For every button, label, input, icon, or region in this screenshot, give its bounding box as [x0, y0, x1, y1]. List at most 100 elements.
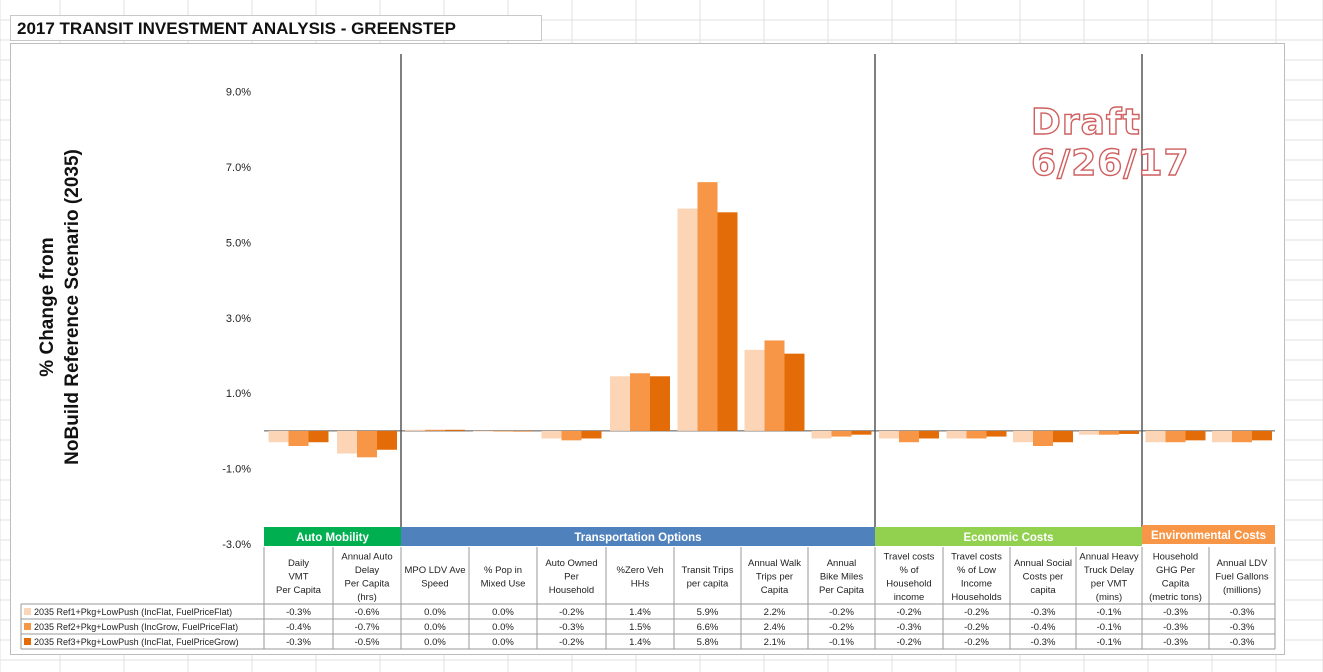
table-value-cell: -0.3%: [1163, 622, 1188, 633]
bar-series-3: [718, 212, 738, 431]
table-value-cell: -0.3%: [286, 637, 311, 648]
bar-series-1: [473, 431, 493, 432]
table-value-cell: 1.5%: [629, 622, 651, 633]
table-value-cell: 0.0%: [424, 607, 446, 618]
bar-series-2: [899, 431, 919, 442]
y-tick-label: -3.0%: [222, 539, 251, 551]
y-axis-label-line-2: NoBuild Reference Scenario (2035): [60, 92, 85, 522]
table-value-cell: 2.1%: [764, 637, 786, 648]
bar-series-1: [1212, 431, 1232, 442]
table-value-cell: 1.4%: [629, 637, 651, 648]
bar-series-2: [967, 431, 987, 439]
table-value-cell: -0.4%: [286, 622, 311, 633]
bar-series-1: [678, 209, 698, 431]
table-value-cell: 2.2%: [764, 607, 786, 618]
y-axis-label: % Change from NoBuild Reference Scenario…: [15, 92, 105, 522]
bar-series-1: [1079, 431, 1099, 435]
table-value-cell: 1.4%: [629, 607, 651, 618]
table-value-cell: -0.3%: [897, 622, 922, 633]
bar-series-3: [1252, 431, 1272, 440]
bar-series-3: [377, 431, 397, 450]
table-value-cell: 0.0%: [492, 622, 514, 633]
table-value-cell: -0.2%: [897, 607, 922, 618]
bar-series-3: [785, 354, 805, 431]
bar-series-2: [1033, 431, 1053, 446]
bar-series-1: [812, 431, 832, 439]
bar-series-2: [765, 340, 785, 430]
category-label: Travel costs% of Low Income Households: [951, 551, 1002, 603]
category-label: Annual Auto Delay Per Capita (hrs): [341, 551, 392, 603]
bar-series-2: [562, 431, 582, 440]
bar-series-2: [1099, 431, 1119, 435]
bar-series-2: [493, 431, 513, 432]
group-header-label: Transportation Options: [574, 532, 701, 544]
y-tick-label: 3.0%: [226, 313, 251, 325]
bar-series-3: [445, 430, 465, 431]
group-header-label: Environmental Costs: [1151, 530, 1266, 542]
bar-series-3: [852, 431, 872, 435]
bar-series-3: [919, 431, 939, 439]
table-value-cell: -0.1%: [1097, 622, 1122, 633]
bar-series-2: [698, 182, 718, 431]
page-title: 2017 TRANSIT INVESTMENT ANALYSIS - GREEN…: [10, 15, 542, 41]
category-label: MPO LDV Ave Speed: [404, 565, 465, 590]
bar-series-1: [879, 431, 899, 439]
y-tick-label: 7.0%: [226, 162, 251, 174]
category-label: Annual Walk Trips per Capita: [748, 558, 801, 596]
table-value-cell: 0.0%: [424, 622, 446, 633]
bar-series-2: [832, 431, 852, 437]
bar-series-3: [582, 431, 602, 439]
table-value-cell: 2.4%: [764, 622, 786, 633]
legend-label-series-1: 2035 Ref1+Pkg+LowPush (IncFlat, FuelPric…: [34, 607, 232, 617]
bar-series-3: [1186, 431, 1206, 440]
category-label: Annual Social Costs per capita: [1014, 558, 1072, 596]
table-value-cell: -0.2%: [559, 637, 584, 648]
table-value-cell: -0.2%: [964, 637, 989, 648]
y-tick-label: -1.0%: [222, 464, 251, 476]
table-value-cell: -0.1%: [829, 637, 854, 648]
bar-series-2: [289, 431, 309, 446]
table-value-cell: 0.0%: [424, 637, 446, 648]
bar-series-1: [542, 431, 562, 439]
category-label: Auto Owned Per Household: [545, 558, 597, 596]
table-value-cell: -0.1%: [1097, 637, 1122, 648]
bar-series-2: [425, 430, 445, 431]
legend-label-series-3: 2035 Ref3+Pkg+LowPush (IncFlat, FuelPric…: [34, 637, 239, 647]
bar-series-1: [1146, 431, 1166, 442]
table-value-cell: -0.6%: [355, 607, 380, 618]
table-value-cell: -0.2%: [829, 607, 854, 618]
table-value-cell: -0.1%: [1097, 607, 1122, 618]
category-label: Transit Trips per capita: [682, 565, 734, 590]
bar-series-3: [1119, 431, 1139, 434]
table-value-cell: 0.0%: [492, 637, 514, 648]
bar-series-1: [1013, 431, 1033, 442]
table-value-cell: -0.5%: [355, 637, 380, 648]
draft-watermark: Draft 6/26/17: [1031, 102, 1284, 184]
table-value-cell: -0.7%: [355, 622, 380, 633]
bar-series-3: [987, 431, 1007, 437]
category-label: %Zero Veh HHs: [617, 565, 664, 590]
table-value-cell: -0.3%: [1230, 607, 1255, 618]
legend-label-series-2: 2035 Ref2+Pkg+LowPush (IncGrow, FuelPric…: [34, 622, 238, 632]
table-value-cell: -0.2%: [829, 622, 854, 633]
chart-area[interactable]: 9.0% 7.0% 5.0% 3.0% 1.0% -1.0% -3.0% Auto Mobil…: [10, 43, 1285, 655]
legend-key-series-3: [24, 638, 31, 645]
table-value-cell: -0.2%: [897, 637, 922, 648]
bar-series-1: [405, 430, 425, 431]
bar-series-2: [357, 431, 377, 457]
legend-key-series-1: [24, 608, 31, 615]
bar-series-3: [513, 431, 533, 432]
category-label: Daily VMT Per Capita: [276, 558, 322, 596]
table-value-cell: 5.9%: [697, 607, 719, 618]
y-tick-label: 9.0%: [226, 87, 251, 99]
table-value-cell: -0.3%: [1230, 622, 1255, 633]
table-value-cell: -0.3%: [1031, 637, 1056, 648]
bar-series-2: [1166, 431, 1186, 442]
table-value-cell: -0.2%: [964, 622, 989, 633]
table-value-cell: -0.2%: [559, 607, 584, 618]
table-value-cell: 0.0%: [492, 607, 514, 618]
category-label: Annual Heavy Truck Delay per VMT (mins): [1079, 551, 1138, 603]
category-label: Household GHG Per Capita (metric tons): [1149, 551, 1202, 603]
bar-series-1: [745, 350, 765, 431]
bar-series-1: [947, 431, 967, 439]
